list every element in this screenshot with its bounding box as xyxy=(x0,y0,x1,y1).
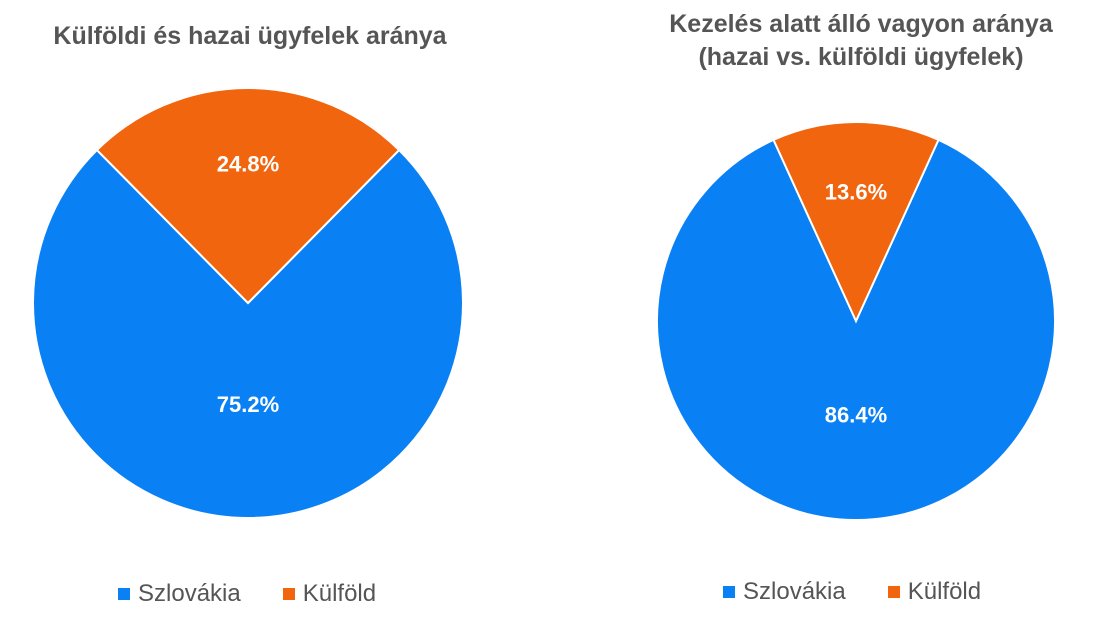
legend-swatch-szlovakia xyxy=(118,588,130,600)
pie-2-slice-szlovakia xyxy=(656,138,1056,521)
pie-2-label-kulfold: 13.6% xyxy=(825,180,887,205)
pie-2-slice-kulfold xyxy=(772,121,940,324)
pie-2-label-szlovakia: 86.4% xyxy=(825,403,887,428)
pie-1-slice-kulfold xyxy=(95,87,401,305)
legend-swatch-szlovakia xyxy=(723,586,735,598)
legend-label-szlovakia: Szlovákia xyxy=(138,580,241,607)
legend-swatch-kulfold xyxy=(282,588,295,600)
chart-2-title: Kezelés alatt álló vagyon aránya (hazai … xyxy=(610,8,1112,74)
pie-1-label-szlovakia: 75.2% xyxy=(217,392,279,417)
legend-label-kulfold: Külföld xyxy=(907,578,982,605)
legend-label-kulfold: Külföld xyxy=(302,580,377,607)
chart-2-title-line-2: (hazai vs. külföldi ügyfelek) xyxy=(698,43,1024,71)
legend-label-szlovakia: Szlovákia xyxy=(743,578,846,605)
pie-1-slice-szlovakia xyxy=(32,148,464,519)
chart-2-legend: Szlovákia Külföld xyxy=(723,578,981,606)
legend-swatch-kulfold xyxy=(887,586,900,598)
chart-2-title-line-1: Kezelés alatt álló vagyon aránya xyxy=(669,10,1053,38)
chart-1-legend: Szlovákia Külföld xyxy=(118,580,376,608)
pie-1-label-kulfold: 24.8% xyxy=(217,151,279,176)
chart-1-title: Külföldi és hazai ügyfelek aránya xyxy=(53,22,447,50)
